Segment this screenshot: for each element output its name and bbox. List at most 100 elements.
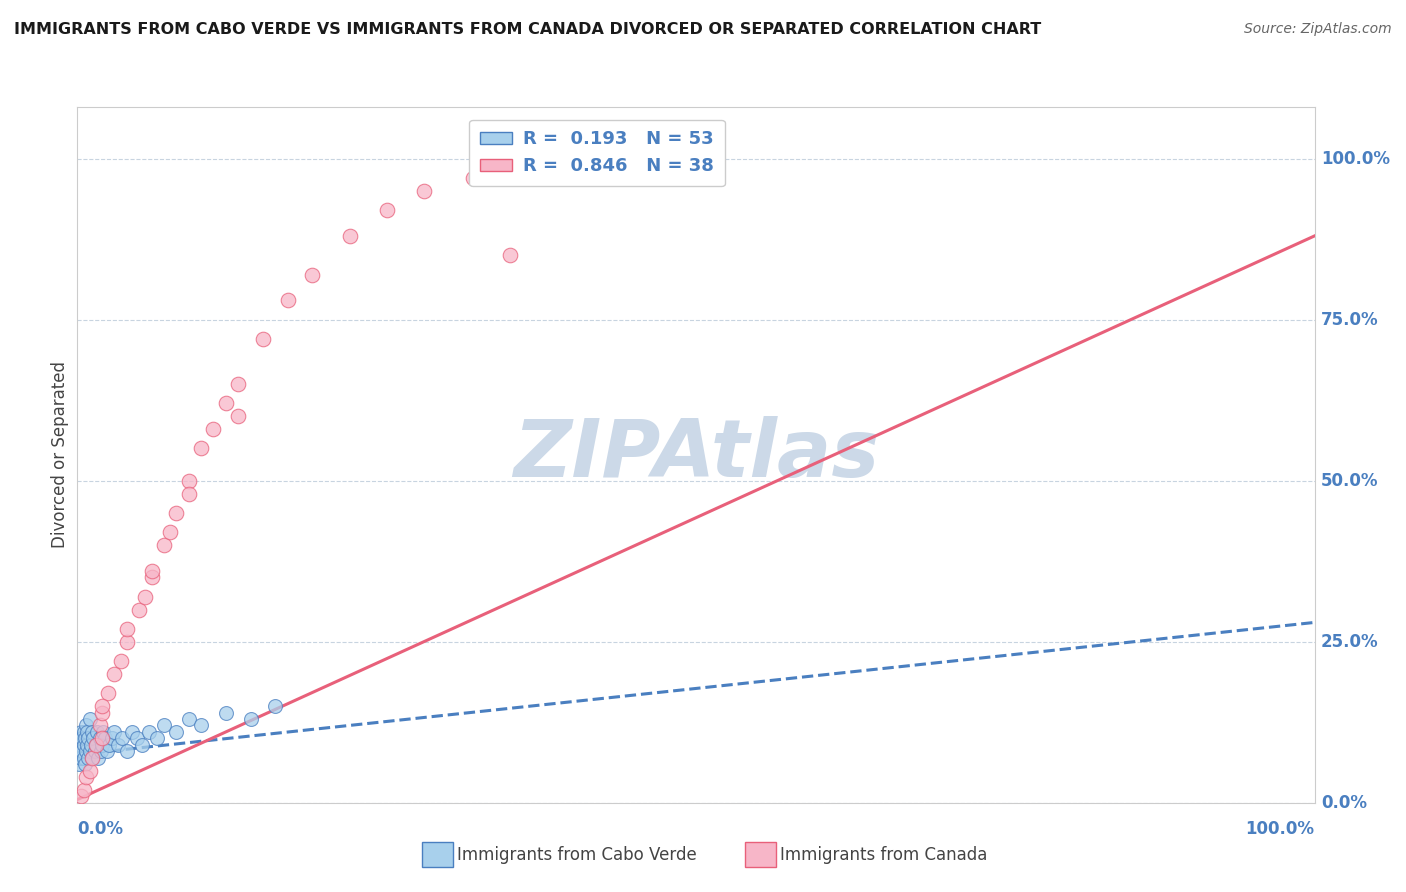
Point [190, 718, 212, 732]
Point [91, 725, 114, 739]
Point [463, 170, 485, 185]
Point [79, 764, 101, 778]
Text: Immigrants from Canada: Immigrants from Canada [780, 846, 987, 863]
Point [84, 738, 107, 752]
Point [165, 725, 187, 739]
Point [89, 718, 111, 732]
Point [101, 731, 124, 746]
Point [82, 750, 104, 764]
Point [177, 474, 200, 488]
Point [159, 525, 181, 540]
Point [202, 422, 225, 436]
Point [72, 783, 94, 797]
Point [75, 718, 97, 732]
Point [141, 564, 163, 578]
Text: 75.0%: 75.0% [1320, 310, 1378, 328]
Point [239, 712, 262, 726]
Point [301, 268, 323, 282]
Text: 100.0%: 100.0% [1246, 821, 1315, 838]
Point [75, 770, 97, 784]
Point [73, 757, 96, 772]
Text: 0.0%: 0.0% [77, 821, 124, 838]
Point [75, 744, 97, 758]
Text: ZIPAtlas: ZIPAtlas [513, 416, 879, 494]
Point [190, 442, 212, 456]
Text: 25.0%: 25.0% [1320, 632, 1378, 651]
Point [375, 203, 398, 218]
Point [90, 744, 112, 758]
Point [87, 750, 110, 764]
Point [82, 731, 104, 746]
Point [93, 731, 115, 746]
Point [177, 486, 200, 500]
Point [107, 738, 129, 752]
Point [79, 712, 101, 726]
Point [73, 731, 96, 746]
Point [72, 750, 94, 764]
Legend: R =  0.193   N = 53, R =  0.846   N = 38: R = 0.193 N = 53, R = 0.846 N = 38 [470, 120, 725, 186]
Point [82, 725, 104, 739]
Point [89, 731, 111, 746]
Point [91, 731, 114, 746]
Text: Immigrants from Cabo Verde: Immigrants from Cabo Verde [457, 846, 697, 863]
Point [72, 731, 94, 746]
Text: 50.0%: 50.0% [1320, 472, 1378, 490]
Point [67, 757, 90, 772]
Point [165, 506, 187, 520]
Point [70, 738, 93, 752]
Point [83, 744, 105, 758]
Point [264, 699, 287, 714]
Point [131, 738, 153, 752]
Point [128, 602, 150, 616]
Point [412, 184, 434, 198]
Point [69, 731, 91, 746]
Text: 0.0%: 0.0% [1320, 794, 1367, 812]
Point [91, 699, 114, 714]
Point [70, 750, 93, 764]
Point [103, 667, 125, 681]
Point [110, 654, 132, 668]
Point [115, 634, 138, 648]
Point [70, 725, 93, 739]
Point [115, 622, 138, 636]
Point [252, 332, 274, 346]
Point [226, 409, 249, 424]
Point [96, 744, 118, 758]
Point [141, 570, 163, 584]
Text: Source: ZipAtlas.com: Source: ZipAtlas.com [1244, 22, 1392, 37]
Point [82, 750, 104, 764]
Point [215, 706, 238, 720]
Point [86, 725, 108, 739]
Y-axis label: Divorced or Separated: Divorced or Separated [51, 361, 69, 549]
Point [177, 712, 200, 726]
Point [76, 738, 98, 752]
Point [153, 538, 176, 552]
Point [153, 718, 176, 732]
Point [77, 731, 100, 746]
Point [72, 738, 94, 752]
Point [121, 725, 143, 739]
Point [103, 725, 125, 739]
Point [77, 750, 100, 764]
Point [79, 744, 101, 758]
Point [226, 377, 249, 392]
Point [69, 744, 91, 758]
Point [91, 738, 114, 752]
Point [72, 725, 94, 739]
Point [111, 731, 134, 746]
Point [72, 744, 94, 758]
Point [115, 744, 138, 758]
Point [134, 590, 156, 604]
Point [138, 725, 160, 739]
Text: IMMIGRANTS FROM CABO VERDE VS IMMIGRANTS FROM CANADA DIVORCED OR SEPARATED CORRE: IMMIGRANTS FROM CABO VERDE VS IMMIGRANTS… [14, 22, 1042, 37]
Point [512, 158, 534, 172]
Point [84, 738, 107, 752]
Point [80, 738, 103, 752]
Point [76, 725, 98, 739]
Point [98, 738, 121, 752]
Point [145, 731, 167, 746]
Point [215, 396, 238, 410]
Point [499, 248, 522, 262]
Point [97, 686, 120, 700]
Point [125, 731, 148, 746]
